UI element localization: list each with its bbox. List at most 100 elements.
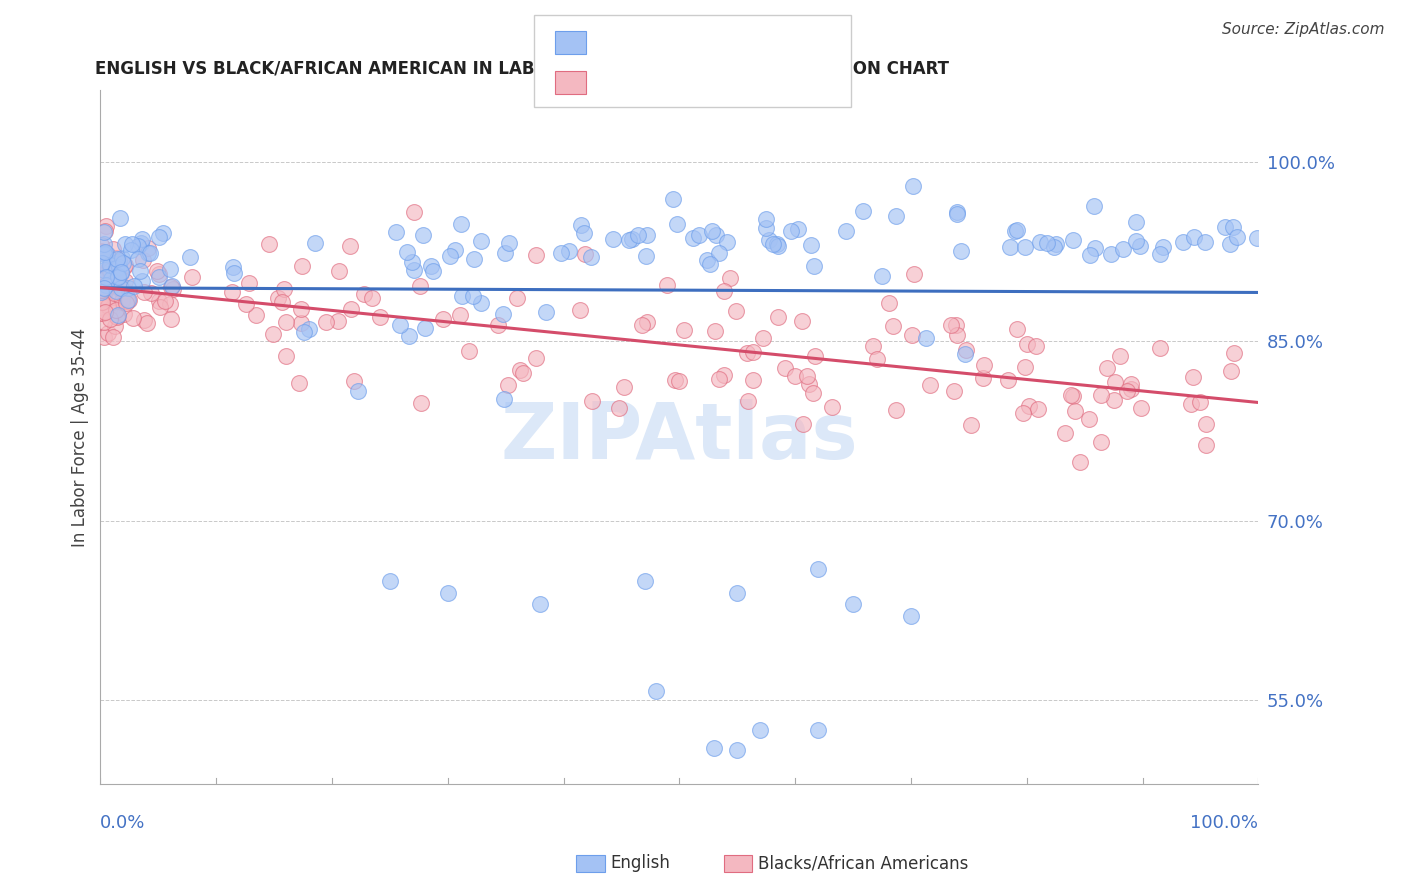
Point [94,305,117,319]
Point [112,308,135,322]
Text: R =: R = [598,72,634,90]
Point [262,326,284,341]
Point [1063,403,1085,417]
Point [1026,401,1049,416]
Point [89,273,111,287]
Point [725,585,748,599]
Point [1005,222,1028,236]
Point [347,384,370,399]
Point [574,247,596,261]
Point [292,325,315,339]
Point [1060,388,1083,402]
Point [636,249,658,263]
Point [524,351,547,365]
Point [696,252,718,267]
Point [666,217,689,231]
Point [436,585,458,599]
Point [1195,417,1218,431]
Point [93,285,115,300]
Point [458,343,481,358]
Point [637,314,659,328]
Point [91,256,114,270]
Point [725,743,748,757]
Point [668,374,690,388]
Point [758,233,780,247]
Point [257,236,280,251]
Point [581,393,603,408]
Point [94,219,117,233]
Point [569,302,592,317]
Point [953,346,976,360]
Point [110,281,132,295]
Point [90,285,112,300]
Point [97,326,120,341]
Point [148,230,170,244]
Point [636,227,658,242]
Point [1036,236,1059,251]
Point [946,204,969,219]
Point [1069,455,1091,469]
Point [368,310,391,325]
Point [114,237,136,252]
Point [111,252,134,266]
Point [498,236,520,251]
Point [105,303,128,318]
Point [148,293,170,308]
Point [955,343,977,357]
Point [496,378,519,392]
Point [402,205,425,219]
Point [98,264,121,278]
Point [1014,359,1036,374]
Text: N =: N = [707,32,744,50]
Point [703,741,725,756]
Point [1084,241,1107,255]
Point [1005,322,1028,336]
Point [103,290,125,304]
Point [94,282,117,296]
Point [94,224,117,238]
Point [1121,383,1143,397]
Point [276,349,298,363]
Point [509,362,531,376]
Point [94,271,117,285]
Point [1116,384,1139,398]
Point [972,370,994,384]
Point [1182,370,1205,384]
Point [949,244,972,258]
Point [1077,412,1099,426]
Point [1180,397,1202,411]
Point [93,225,115,239]
Text: ZIPAtlas: ZIPAtlas [501,399,858,475]
Point [127,238,149,252]
Point [131,274,153,288]
Point [835,224,858,238]
Point [290,316,312,330]
Point [159,297,181,311]
Point [1054,425,1077,440]
Point [662,192,685,206]
Text: Source: ZipAtlas.com: Source: ZipAtlas.com [1222,22,1385,37]
Point [117,281,139,295]
Point [852,203,875,218]
Point [360,292,382,306]
Point [1018,399,1040,413]
Point [108,275,131,289]
Point [800,237,823,252]
Point [920,378,942,392]
Point [534,305,557,319]
Point [1152,240,1174,254]
Point [110,266,132,280]
Point [105,251,128,265]
Point [725,304,748,318]
Point [117,293,139,308]
Text: 0.359: 0.359 [628,32,685,50]
Point [90,306,112,320]
Text: 100.0%: 100.0% [1191,814,1258,832]
Point [105,274,128,288]
Point [1125,235,1147,249]
Point [707,246,730,260]
Point [122,278,145,293]
Point [121,236,143,251]
Point [1149,341,1171,355]
Point [703,324,725,338]
